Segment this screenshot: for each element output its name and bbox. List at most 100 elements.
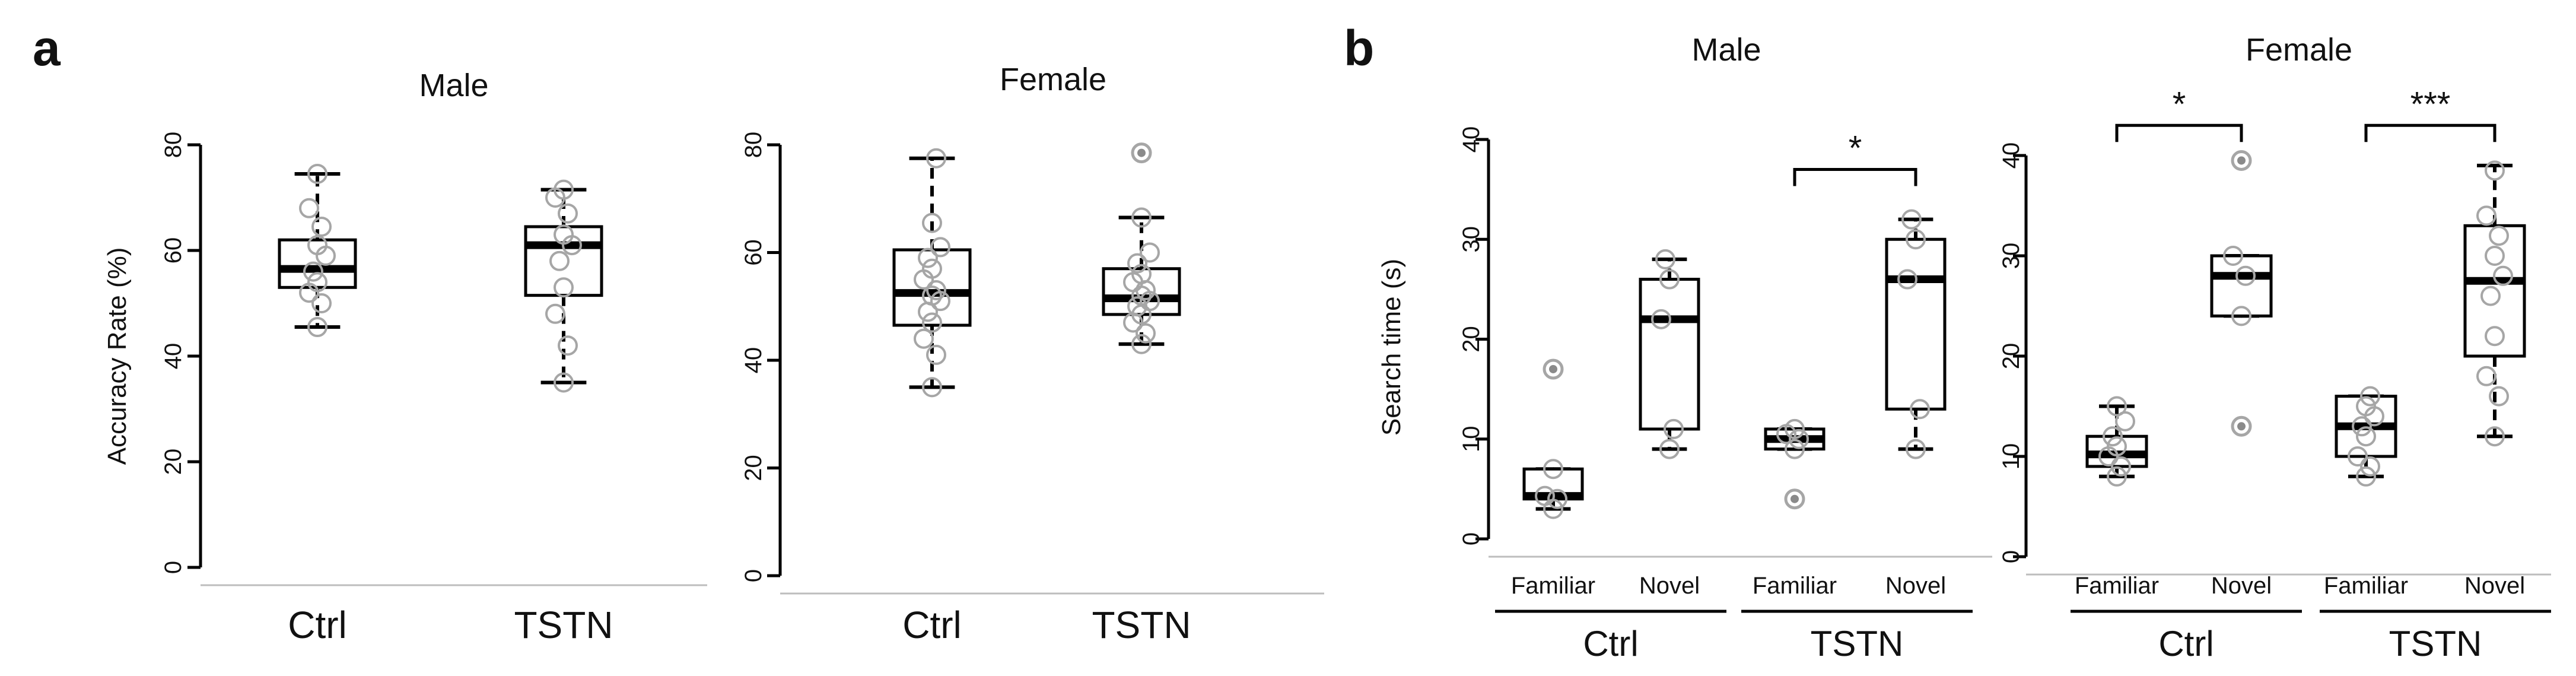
- y-tick-label: 40: [1998, 142, 2024, 169]
- data-point: [922, 212, 942, 233]
- category-label: Novel: [2211, 573, 2272, 599]
- category-label: Ctrl: [288, 604, 347, 646]
- data-point: [926, 280, 946, 301]
- data-point: [1136, 323, 1156, 344]
- data-point: [307, 272, 327, 293]
- category-label: Ctrl: [902, 604, 962, 646]
- data-point: [2480, 285, 2501, 306]
- category-label: Familiar: [1511, 573, 1595, 599]
- group-label: TSTN: [2389, 624, 2482, 664]
- data-point: [1127, 253, 1147, 274]
- data-point: [926, 344, 946, 365]
- data-point: [2489, 226, 2509, 246]
- box-ctrl-1: Ctrl: [892, 148, 972, 646]
- data-point: [558, 203, 578, 224]
- data-point: [1785, 418, 1805, 439]
- data-point: [2356, 396, 2376, 417]
- outlier-ring: [1784, 488, 1805, 510]
- data-point: [299, 198, 319, 218]
- data-point: [922, 285, 942, 306]
- data-point: [1140, 242, 1160, 263]
- significance-bracket: [2115, 123, 2243, 142]
- data-point: [558, 335, 578, 356]
- data-point: [311, 293, 332, 313]
- box-iqr: [1102, 267, 1181, 316]
- data-point: [2485, 246, 2505, 266]
- significance-bracket: [2364, 123, 2497, 142]
- chart-layer: Male 0 20 40 60 80 Accuracy Rate (%) Ctrl TSTN Fe…: [103, 32, 2551, 664]
- data-point: [1906, 229, 1926, 250]
- data-point: [2235, 265, 2256, 286]
- y-tick-label: 20: [740, 455, 767, 481]
- outlier-dot: [2237, 422, 2246, 431]
- data-point: [307, 163, 327, 184]
- category-label: Familiar: [2075, 573, 2159, 599]
- panel-letter-b: b: [1344, 20, 1374, 76]
- significance-label: *: [1849, 129, 1862, 167]
- outlier-dot: [1549, 364, 1557, 373]
- data-point: [918, 247, 938, 268]
- data-point: [2476, 205, 2497, 226]
- data-point: [914, 328, 934, 349]
- data-point: [307, 317, 327, 338]
- data-point: [1901, 209, 1922, 230]
- data-point: [554, 372, 574, 393]
- y-tick-label: 40: [160, 343, 186, 370]
- panel-letter-a: a: [33, 20, 61, 76]
- data-point: [2111, 456, 2131, 477]
- data-point: [303, 261, 323, 282]
- data-point: [554, 224, 574, 245]
- data-point: [2476, 366, 2497, 386]
- data-point: [1543, 459, 1563, 480]
- data-point: [2493, 265, 2513, 286]
- data-point: [1651, 309, 1671, 329]
- box-familiar-3: Familiar: [2324, 386, 2408, 599]
- data-point: [2107, 396, 2127, 417]
- data-point: [922, 312, 942, 333]
- data-point: [2360, 456, 2380, 477]
- y-tick-label: 0: [160, 561, 186, 574]
- data-point: [1789, 429, 1809, 449]
- outlier-dot: [1137, 148, 1146, 157]
- data-point: [545, 303, 565, 324]
- y-tick-label: 80: [160, 132, 186, 158]
- category-label: Novel: [1885, 573, 1946, 599]
- group-label: Ctrl: [2158, 624, 2214, 664]
- box-ctrl-1: Ctrl: [278, 163, 357, 646]
- y-tick-label: 60: [160, 237, 186, 264]
- data-point: [311, 216, 332, 237]
- box-familiar-1: Familiar: [2075, 396, 2159, 599]
- data-point: [2485, 160, 2505, 181]
- y-tick-label: 80: [740, 132, 767, 158]
- data-point: [1906, 439, 1926, 459]
- y-tick-label: 20: [1458, 326, 1484, 353]
- data-point: [1131, 334, 1152, 354]
- data-point: [1910, 399, 1930, 420]
- data-point: [1785, 439, 1805, 459]
- y-tick-label: 40: [740, 347, 767, 374]
- y-axis-label: Accuracy Rate (%): [103, 247, 132, 465]
- data-point: [1131, 264, 1152, 284]
- data-point: [1547, 488, 1567, 509]
- y-tick-label: 60: [740, 239, 767, 266]
- outlier-ring: [2231, 415, 2252, 437]
- data-point: [2485, 426, 2505, 447]
- data-point: [926, 148, 946, 169]
- data-point: [2107, 466, 2127, 487]
- y-tick-label: 30: [1998, 243, 2024, 269]
- box-familiar-1: Familiar: [1511, 358, 1595, 599]
- group-label: Ctrl: [1583, 624, 1638, 664]
- outlier-ring: [1543, 358, 1564, 380]
- chart-title: Male: [419, 68, 488, 103]
- data-point: [2356, 426, 2376, 447]
- data-point: [2115, 411, 2135, 431]
- data-point: [1535, 485, 1555, 506]
- data-point: [307, 235, 327, 256]
- significance-label: ***: [2410, 85, 2451, 123]
- data-point: [2107, 436, 2127, 457]
- data-point: [922, 377, 942, 398]
- y-tick-label: 20: [1998, 343, 2024, 370]
- box-novel-2: Novel: [1639, 249, 1700, 599]
- outlier-dot: [2237, 156, 2246, 165]
